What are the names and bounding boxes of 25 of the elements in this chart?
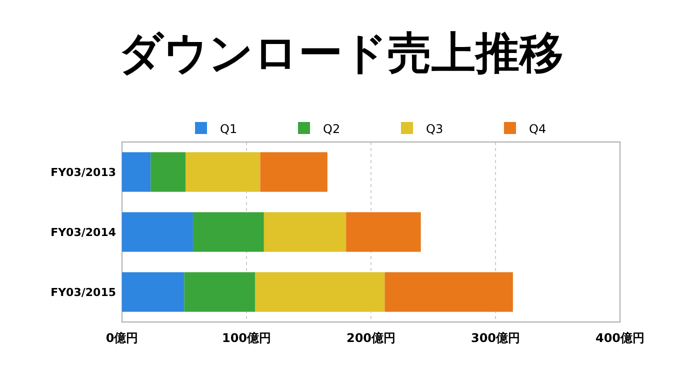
legend-label: Q4	[529, 122, 546, 136]
legend-label: Q3	[426, 122, 444, 136]
legend-label: Q2	[323, 122, 340, 136]
bar	[255, 272, 385, 312]
bar	[184, 272, 256, 312]
bar	[346, 212, 421, 252]
bar	[150, 152, 186, 192]
x-tick-label: 0億円	[106, 331, 138, 345]
y-tick-label: FY03/2015	[50, 286, 116, 299]
bar	[192, 212, 264, 252]
x-tick-label: 100億円	[222, 331, 272, 345]
bar	[264, 212, 346, 252]
bar	[260, 152, 328, 192]
bar	[185, 152, 260, 192]
chart-title: ダウンロード売上推移	[118, 28, 564, 79]
y-tick-label: FY03/2013	[50, 166, 116, 179]
x-tick-label: 200億円	[346, 331, 396, 345]
bar	[122, 212, 193, 252]
bar	[122, 272, 184, 312]
bar	[122, 152, 151, 192]
y-tick-label: FY03/2014	[50, 226, 116, 239]
x-tick-label: 300億円	[470, 331, 520, 345]
bar	[384, 272, 513, 312]
x-tick-label: 400億円	[595, 331, 645, 345]
legend-label: Q1	[220, 122, 238, 136]
